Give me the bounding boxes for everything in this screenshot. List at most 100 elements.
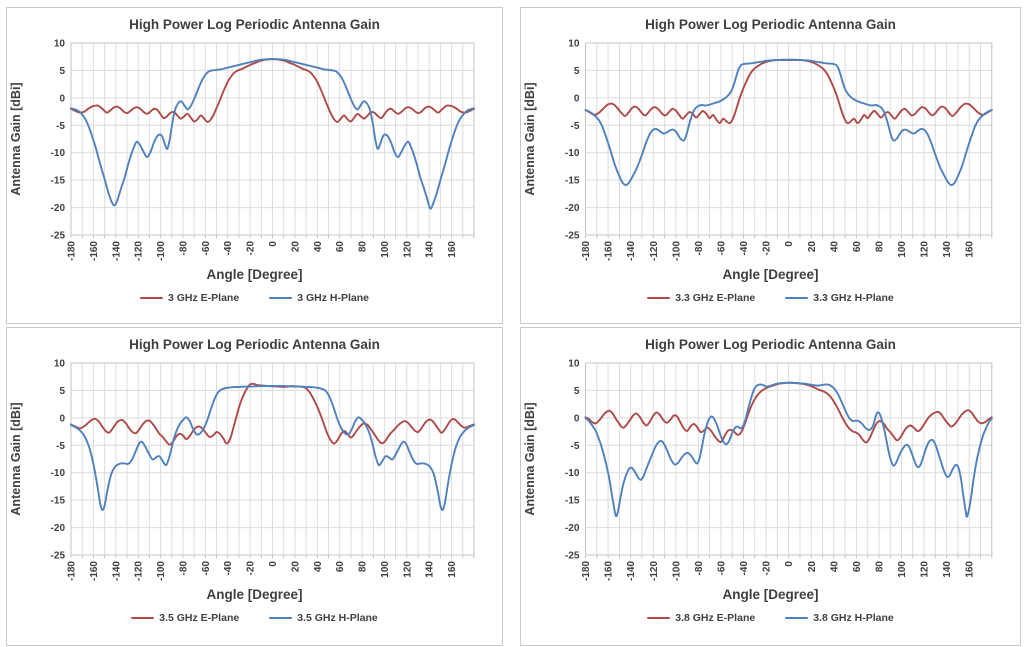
svg-text:100: 100 bbox=[380, 561, 391, 578]
svg-text:-15: -15 bbox=[51, 496, 66, 507]
svg-text:-120: -120 bbox=[134, 241, 145, 261]
chart-panel-3-8ghz: High Power Log Periodic Antenna Gain 10 5… bbox=[520, 327, 1021, 646]
h-plane-line-swatch bbox=[785, 616, 809, 620]
svg-text:-180: -180 bbox=[67, 241, 78, 261]
svg-text:0: 0 bbox=[784, 241, 795, 247]
svg-text:20: 20 bbox=[807, 241, 818, 253]
svg-text:-160: -160 bbox=[604, 561, 615, 581]
svg-text:-10: -10 bbox=[51, 148, 66, 159]
svg-text:-80: -80 bbox=[694, 561, 705, 576]
svg-text:160: 160 bbox=[447, 561, 458, 578]
svg-text:20: 20 bbox=[290, 561, 301, 573]
svg-text:-25: -25 bbox=[51, 231, 66, 242]
svg-text:120: 120 bbox=[402, 241, 413, 258]
svg-text:-25: -25 bbox=[565, 231, 580, 242]
legend-item-h-plane: 3 GHz H-Plane bbox=[269, 292, 369, 304]
svg-text:5: 5 bbox=[59, 386, 65, 397]
svg-text:60: 60 bbox=[335, 561, 346, 573]
svg-text:-5: -5 bbox=[571, 121, 580, 132]
svg-text:-20: -20 bbox=[246, 241, 257, 256]
legend-item-h-plane: 3.8 GHz H-Plane bbox=[785, 612, 894, 624]
svg-text:-15: -15 bbox=[565, 496, 580, 507]
chart-panel-3ghz: High Power Log Periodic Antenna Gain 10 5… bbox=[6, 7, 503, 324]
svg-text:0: 0 bbox=[784, 561, 795, 567]
svg-text:-5: -5 bbox=[571, 441, 580, 452]
svg-text:-25: -25 bbox=[51, 551, 66, 562]
svg-text:-120: -120 bbox=[649, 241, 660, 261]
svg-text:-140: -140 bbox=[626, 561, 637, 581]
svg-text:-5: -5 bbox=[56, 441, 65, 452]
svg-text:160: 160 bbox=[965, 561, 976, 578]
legend: 3.3 GHz E-Plane 3.3 GHz H-Plane bbox=[647, 292, 894, 304]
svg-text:40: 40 bbox=[313, 561, 324, 573]
svg-text:-20: -20 bbox=[762, 561, 773, 576]
svg-text:-20: -20 bbox=[565, 203, 580, 214]
svg-text:-160: -160 bbox=[604, 241, 615, 261]
svg-text:0: 0 bbox=[59, 93, 65, 104]
legend-label: 3.8 GHz H-Plane bbox=[813, 612, 894, 624]
chart-panel-3-5ghz: High Power Log Periodic Antenna Gain 10 5… bbox=[6, 327, 503, 646]
h-plane-line-swatch bbox=[785, 296, 809, 300]
svg-text:10: 10 bbox=[568, 359, 580, 370]
legend-label: 3.3 GHz E-Plane bbox=[675, 292, 756, 304]
svg-text:20: 20 bbox=[807, 561, 818, 573]
svg-text:-20: -20 bbox=[51, 203, 66, 214]
svg-text:-40: -40 bbox=[223, 561, 234, 576]
chart-title: High Power Log Periodic Antenna Gain bbox=[645, 337, 896, 352]
svg-text:-40: -40 bbox=[739, 241, 750, 256]
svg-text:0: 0 bbox=[59, 413, 65, 424]
svg-text:0: 0 bbox=[574, 413, 580, 424]
svg-text:-160: -160 bbox=[89, 241, 100, 261]
svg-text:-180: -180 bbox=[67, 561, 78, 581]
svg-text:120: 120 bbox=[402, 561, 413, 578]
svg-text:-40: -40 bbox=[739, 561, 750, 576]
svg-text:160: 160 bbox=[965, 241, 976, 258]
legend-item-e-plane: 3.5 GHz E-Plane bbox=[131, 612, 239, 624]
svg-text:-15: -15 bbox=[51, 176, 66, 187]
legend-item-h-plane: 3.3 GHz H-Plane bbox=[785, 292, 894, 304]
e-plane-line-swatch bbox=[131, 616, 155, 620]
h-plane-line-swatch bbox=[269, 296, 293, 300]
svg-text:-10: -10 bbox=[565, 468, 580, 479]
svg-text:-25: -25 bbox=[565, 551, 580, 562]
svg-text:140: 140 bbox=[942, 241, 953, 258]
x-axis-title: Angle [Degree] bbox=[722, 267, 819, 282]
x-axis-title: Angle [Degree] bbox=[722, 587, 819, 602]
svg-text:-140: -140 bbox=[626, 241, 637, 261]
svg-text:-140: -140 bbox=[111, 241, 122, 261]
legend-label: 3.8 GHz E-Plane bbox=[675, 612, 756, 624]
svg-text:5: 5 bbox=[59, 66, 65, 77]
svg-text:120: 120 bbox=[920, 241, 931, 258]
legend: 3.5 GHz E-Plane 3.5 GHz H-Plane bbox=[131, 612, 378, 624]
svg-text:-20: -20 bbox=[246, 561, 257, 576]
x-axis-title: Angle [Degree] bbox=[206, 267, 303, 282]
legend-label: 3 GHz H-Plane bbox=[297, 292, 369, 304]
plot-area-3-5ghz: 10 5 0 -5 -10 -15 -20 -25-180 -160 -140 -120 -100 -8… bbox=[9, 359, 475, 581]
svg-text:-20: -20 bbox=[565, 523, 580, 534]
svg-text:Antenna Gain [dBi]: Antenna Gain [dBi] bbox=[9, 82, 23, 195]
svg-text:140: 140 bbox=[942, 561, 953, 578]
svg-text:-100: -100 bbox=[156, 241, 167, 261]
svg-text:10: 10 bbox=[54, 39, 66, 50]
svg-text:100: 100 bbox=[897, 241, 908, 258]
legend-item-e-plane: 3 GHz E-Plane bbox=[140, 292, 239, 304]
plot-area-3-3ghz: 10 5 0 -5 -10 -15 -20 -25-180 -160 -140 -120 -100 -8… bbox=[523, 39, 993, 261]
h-plane-line-swatch bbox=[269, 616, 293, 620]
svg-text:5: 5 bbox=[574, 66, 580, 77]
svg-text:60: 60 bbox=[852, 241, 863, 253]
svg-text:-100: -100 bbox=[671, 561, 682, 581]
svg-text:80: 80 bbox=[358, 561, 369, 573]
legend-label: 3.3 GHz H-Plane bbox=[813, 292, 894, 304]
svg-text:60: 60 bbox=[335, 241, 346, 253]
svg-text:-80: -80 bbox=[178, 241, 189, 256]
svg-text:-60: -60 bbox=[201, 561, 212, 576]
svg-text:-120: -120 bbox=[649, 561, 660, 581]
chart-panel-3-3ghz: High Power Log Periodic Antenna Gain 10 5… bbox=[520, 7, 1021, 324]
svg-text:-60: -60 bbox=[716, 561, 727, 576]
plot-area-3ghz: 10 5 0 -5 -10 -15 -20 -25-180 -160 -140 -120 -100 -8… bbox=[9, 39, 475, 261]
legend: 3.8 GHz E-Plane 3.8 GHz H-Plane bbox=[647, 612, 894, 624]
chart-title: High Power Log Periodic Antenna Gain bbox=[129, 337, 380, 352]
svg-text:0: 0 bbox=[268, 241, 279, 247]
svg-text:80: 80 bbox=[874, 241, 885, 253]
